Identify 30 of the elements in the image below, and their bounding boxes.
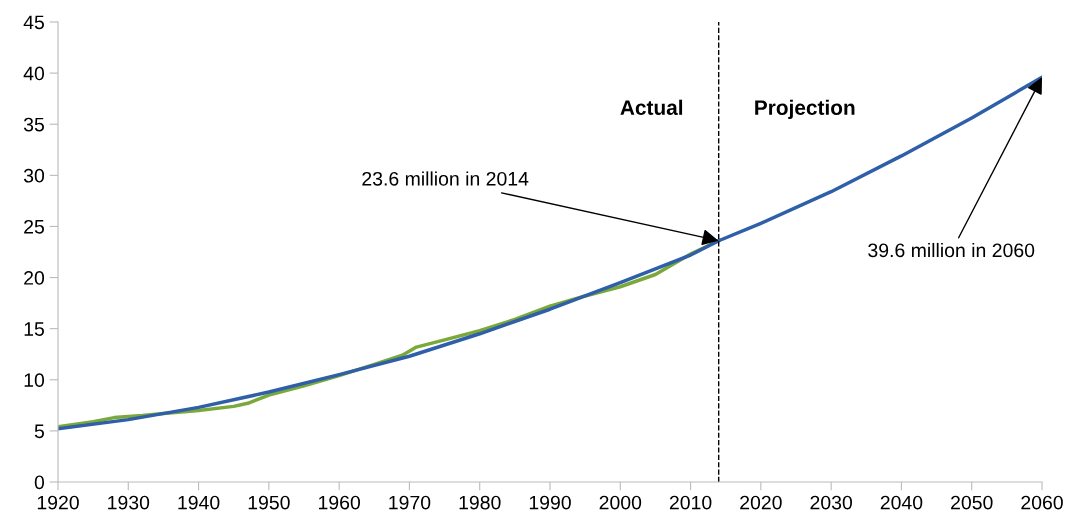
y-tick-label: 40 [23, 66, 45, 81]
y-tick-label: 5 [34, 424, 44, 439]
line-series [58, 75, 1042, 431]
annotation: Projection [755, 99, 855, 120]
x-tick-label: 2030 [810, 495, 853, 510]
x-tick-label: 2050 [951, 495, 993, 510]
y-tick-label: 25 [24, 219, 44, 234]
y-tick-label: 30 [23, 168, 45, 183]
y-tick-label: 20 [24, 271, 45, 285]
x-tick-label: 1940 [178, 495, 220, 510]
x-tick-label: 1970 [389, 495, 431, 510]
x-tick-label: 2000 [599, 495, 642, 510]
x-tick-label: 1980 [459, 495, 501, 510]
x-tick-label: 1990 [529, 495, 571, 510]
annotation: 23.6 million in 2014 [362, 171, 529, 186]
x-tick-label: 1950 [248, 495, 290, 510]
x-tick-label: 1960 [319, 495, 361, 510]
y-tick-label: 0 [34, 475, 45, 490]
y-tick-label: 15 [24, 322, 44, 336]
x-tick-label: 2040 [880, 495, 923, 510]
annotation: Actual [620, 99, 683, 115]
annotation: 39.6 million in 2060 [868, 242, 1035, 258]
x-tick-label: 1920 [37, 495, 79, 510]
x-tick-label: 2020 [740, 495, 782, 510]
y-tick-label: 35 [23, 117, 44, 132]
x-tick-label: 2060 [1021, 495, 1063, 510]
x-tick-label: 1930 [108, 495, 150, 510]
y-tick-label: 10 [24, 373, 45, 388]
x-tick-label: 2010 [669, 495, 712, 510]
y-tick-label: 45 [23, 15, 44, 30]
